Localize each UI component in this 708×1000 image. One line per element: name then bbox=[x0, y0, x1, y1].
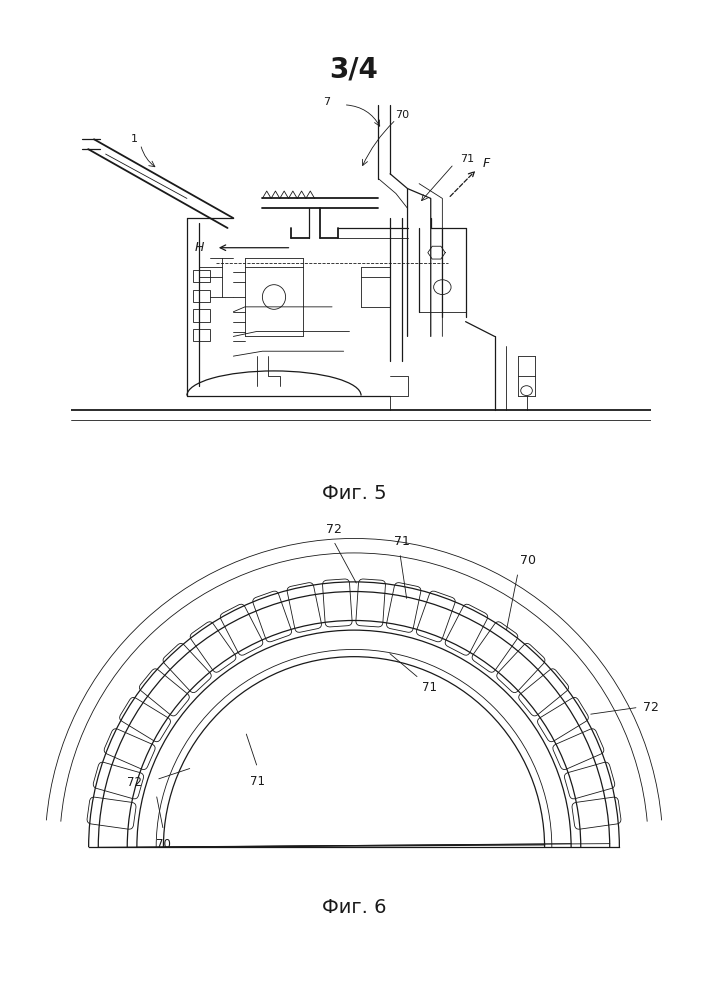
Text: Фиг. 5: Фиг. 5 bbox=[321, 484, 387, 503]
Text: 3/4: 3/4 bbox=[329, 55, 379, 83]
Text: Фиг. 6: Фиг. 6 bbox=[321, 898, 387, 917]
Bar bbox=[193, 329, 210, 341]
Text: 1: 1 bbox=[131, 134, 138, 144]
Text: 71: 71 bbox=[459, 154, 474, 164]
Text: 70: 70 bbox=[394, 110, 409, 120]
Text: 70: 70 bbox=[156, 838, 171, 851]
Text: 72: 72 bbox=[644, 701, 659, 714]
Bar bbox=[193, 290, 210, 302]
Text: H: H bbox=[195, 241, 205, 254]
Text: 7: 7 bbox=[323, 97, 330, 107]
Text: 71: 71 bbox=[421, 681, 437, 694]
Text: 71: 71 bbox=[250, 775, 265, 788]
Text: 72: 72 bbox=[326, 523, 341, 536]
Text: 70: 70 bbox=[520, 554, 537, 567]
Bar bbox=[193, 309, 210, 322]
Bar bbox=[193, 270, 210, 282]
Text: 71: 71 bbox=[394, 535, 410, 548]
Text: F: F bbox=[483, 157, 490, 170]
Text: 72: 72 bbox=[127, 776, 142, 789]
